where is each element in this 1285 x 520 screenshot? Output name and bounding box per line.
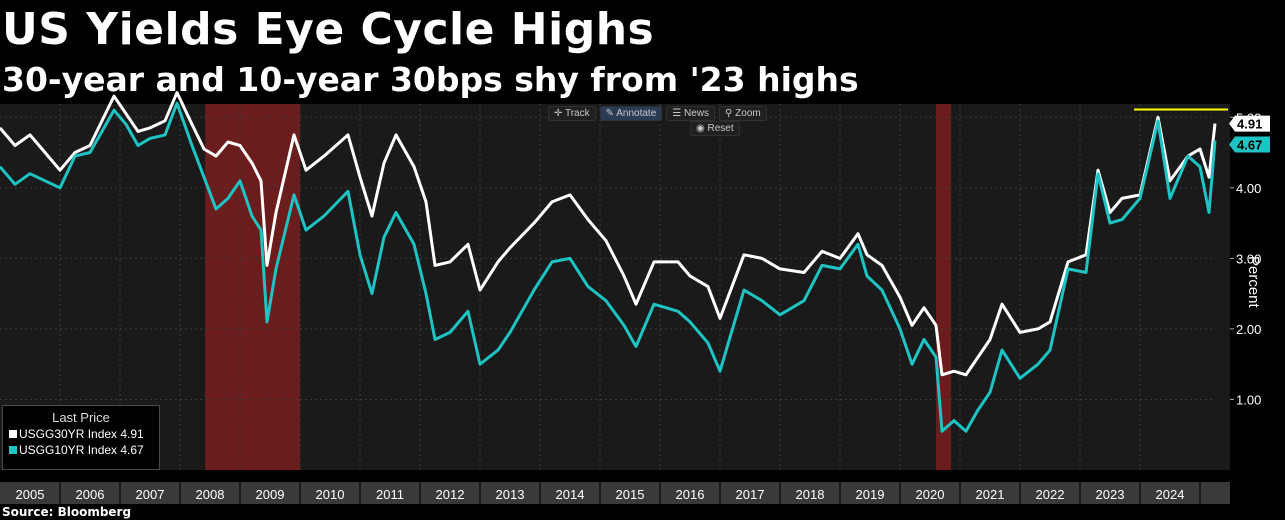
series-line-10yr <box>0 101 1217 433</box>
xtick-label-2024: 2024 <box>1156 487 1185 502</box>
xtick-label-2009: 2009 <box>256 487 285 502</box>
annotate-button[interactable]: ✎ Annotate <box>599 106 663 121</box>
xtick-label-2011: 2011 <box>376 487 404 502</box>
legend-label-30yr: USGG30YR Index 4.91 <box>19 427 144 441</box>
chart-title: US Yields Eye Cycle Highs <box>2 4 655 55</box>
legend-swatch-10yr <box>9 446 17 454</box>
legend-swatch-30yr <box>9 430 17 438</box>
xtick-label-2014: 2014 <box>556 487 585 502</box>
zoom-button[interactable]: ⚲ Zoom <box>719 106 767 121</box>
recession-bands <box>205 104 951 470</box>
ytick-label-2: 3.00 <box>1236 251 1261 266</box>
x-axis-bar <box>0 482 1230 504</box>
y-axis-label: Percent <box>1245 256 1262 308</box>
ytick-label-3: 4.00 <box>1236 181 1261 196</box>
xtick-label-2013: 2013 <box>496 487 525 502</box>
annotate-label: Annotate <box>616 108 657 119</box>
xtick-label-2020: 2020 <box>916 487 945 502</box>
recession-band-0 <box>205 104 300 470</box>
x-axis-ticks: 2005 2006 2007 2008 2009 2010 2011 2012 2013 2014… <box>16 482 1201 504</box>
legend-label-10yr: USGG10YR Index 4.67 <box>19 443 144 457</box>
reset-button[interactable]: ◉ Reset <box>690 121 740 136</box>
xtick-label-2023: 2023 <box>1096 487 1125 502</box>
track-button[interactable]: ✛ Track <box>548 106 596 121</box>
legend-item-10yr: USGG10YR Index 4.67 <box>9 443 159 457</box>
xtick-label-2019: 2019 <box>856 487 885 502</box>
news-label: News <box>684 108 710 119</box>
xtick-label-2010: 2010 <box>316 487 345 502</box>
xtick-label-2006: 2006 <box>76 487 105 502</box>
recession-band-1 <box>936 104 951 470</box>
value-tag-bg-30yr <box>1229 115 1270 132</box>
value-tag-text-30yr: 4.91 <box>1237 117 1262 132</box>
news-button[interactable]: ☰ News <box>666 106 716 121</box>
xtick-label-2012: 2012 <box>436 487 465 502</box>
series-lines <box>0 91 1217 433</box>
xtick-label-2016: 2016 <box>676 487 705 502</box>
legend-item-30yr: USGG30YR Index 4.91 <box>9 427 159 441</box>
value-tag-bg-10yr <box>1229 136 1270 153</box>
xtick-label-2018: 2018 <box>796 487 825 502</box>
chart-subtitle: 30-year and 10-year 30bps shy from '23 h… <box>2 60 859 99</box>
ytick-label-0: 1.00 <box>1236 392 1261 407</box>
last-value-tags: 4.91 4.67 <box>1229 115 1270 153</box>
track-label: Track <box>564 108 590 119</box>
xtick-label-2005: 2005 <box>16 487 45 502</box>
xtick-label-2015: 2015 <box>616 487 645 502</box>
xtick-label-2022: 2022 <box>1036 487 1065 502</box>
plot-background <box>0 104 1230 470</box>
series-line-30yr <box>0 91 1217 377</box>
chart-toolbar: ✛ Track ✎ Annotate ☰ News ⚲ Zoom <box>548 106 767 121</box>
xtick-label-2008: 2008 <box>196 487 225 502</box>
reset-label: Reset <box>707 123 734 134</box>
legend: Last Price USGG30YR Index 4.91 USGG10YR … <box>2 405 160 470</box>
zoom-label: Zoom <box>735 108 761 119</box>
legend-title: Last Price <box>52 410 110 425</box>
ytick-label-1: 2.00 <box>1236 322 1261 337</box>
xtick-label-2017: 2017 <box>736 487 765 502</box>
xtick-label-2021: 2021 <box>976 487 1005 502</box>
xtick-label-2007: 2007 <box>136 487 165 502</box>
y-axis-panel <box>1230 104 1285 470</box>
source-note: Source: Bloomberg <box>2 505 132 519</box>
value-tag-text-10yr: 4.67 <box>1237 138 1262 153</box>
